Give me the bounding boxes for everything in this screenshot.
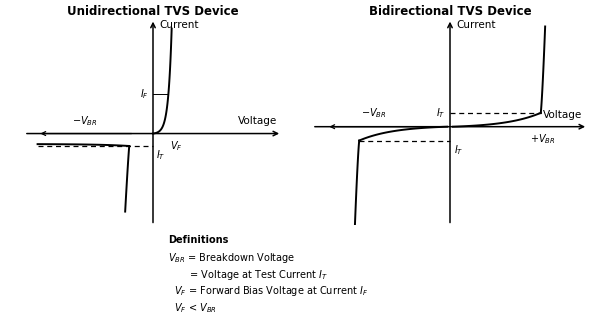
- Text: $I_T$: $I_T$: [157, 149, 166, 162]
- Text: Current: Current: [159, 20, 199, 30]
- Text: $V_F$ = Forward Bias Voltage at Current $I_F$: $V_F$ = Forward Bias Voltage at Current …: [168, 284, 368, 298]
- Text: = Voltage at Test Current $I_T$: = Voltage at Test Current $I_T$: [168, 268, 328, 282]
- Text: $I_T$: $I_T$: [454, 143, 464, 157]
- Text: $+V_{BR}$: $+V_{BR}$: [530, 132, 556, 146]
- Text: $-V_{BR}$: $-V_{BR}$: [73, 114, 98, 128]
- Text: $I_T$: $I_T$: [436, 106, 446, 120]
- Text: Definitions: Definitions: [168, 235, 229, 245]
- Text: $V_F$ < $V_{BR}$: $V_F$ < $V_{BR}$: [168, 301, 217, 313]
- Text: $V_F$: $V_F$: [170, 140, 183, 153]
- Text: $V_{BR}$ = Breakdown Voltage: $V_{BR}$ = Breakdown Voltage: [168, 251, 295, 265]
- Text: Voltage: Voltage: [544, 110, 583, 120]
- Text: $I_F$: $I_F$: [140, 87, 149, 101]
- Text: Current: Current: [457, 20, 496, 30]
- Text: $-V_{BR}$: $-V_{BR}$: [361, 106, 386, 120]
- Text: Voltage: Voltage: [238, 116, 277, 126]
- Title: Unidirectional TVS Device: Unidirectional TVS Device: [67, 5, 239, 18]
- Title: Bidirectional TVS Device: Bidirectional TVS Device: [368, 5, 532, 18]
